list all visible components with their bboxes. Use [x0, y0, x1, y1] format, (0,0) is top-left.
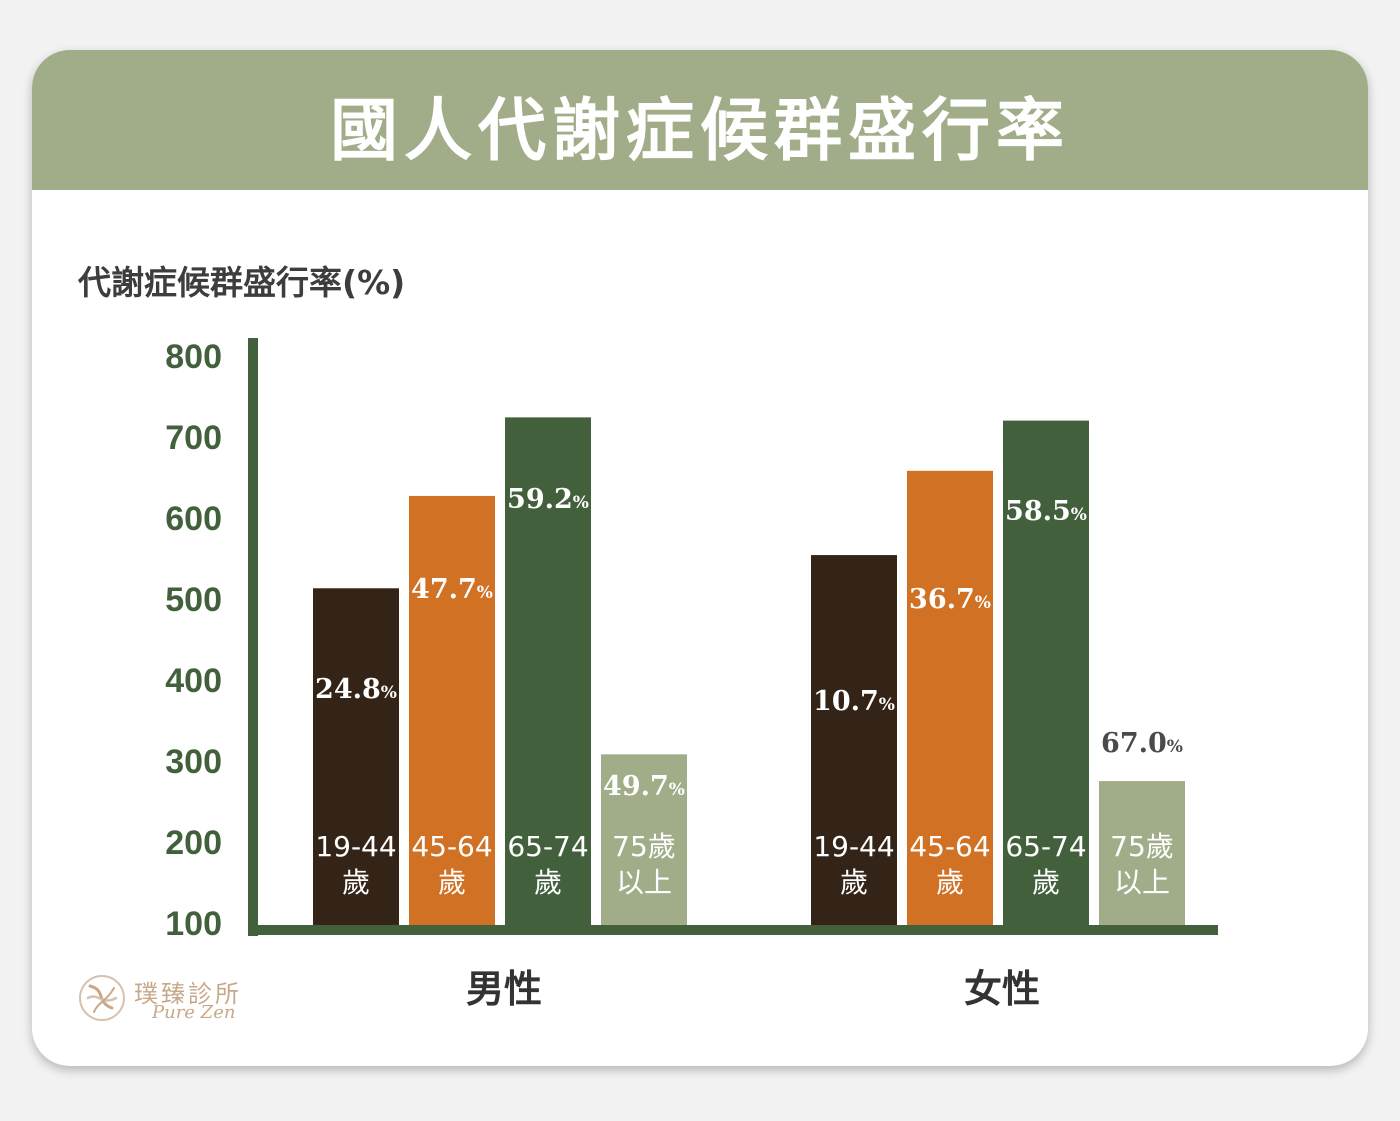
y-axis-title: 代謝症候群盛行率(%)	[78, 263, 406, 302]
bar-series-label: 19-44	[813, 830, 894, 863]
y-tick-label: 600	[165, 500, 222, 538]
y-tick-label: 800	[165, 338, 222, 376]
y-tick-label: 400	[165, 662, 222, 700]
bar	[313, 588, 399, 925]
data-label: 58.5%	[1005, 496, 1087, 527]
bar	[601, 754, 687, 925]
y-tick-label: 300	[165, 743, 222, 781]
bar-series-label: 65-74	[1005, 830, 1086, 863]
bar	[907, 470, 993, 925]
y-axis-line	[248, 338, 258, 936]
data-label: 47.7%	[411, 574, 493, 605]
bar	[505, 417, 591, 925]
data-label: 36.7%	[909, 584, 991, 615]
bar	[1099, 781, 1185, 925]
data-label: 49.7%	[603, 771, 685, 802]
bar	[811, 555, 897, 925]
y-tick-label: 100	[165, 905, 222, 943]
data-label: 24.8%	[315, 674, 397, 705]
bar	[409, 495, 495, 925]
logo-name-en: Pure Zen	[152, 1002, 236, 1023]
pure-zen-logo-icon	[79, 975, 125, 1021]
bar-series-label: 歲	[342, 866, 370, 899]
y-tick-label: 200	[165, 824, 222, 862]
bar-series-label: 以上	[1114, 866, 1170, 899]
bar-series-label: 65-74	[507, 830, 588, 863]
x-category-label: 男性	[466, 967, 542, 1011]
bar-series-label: 歲	[840, 866, 868, 899]
bar-series-label: 以上	[616, 866, 672, 899]
bar-series-label: 歲	[534, 866, 562, 899]
data-label: 10.7%	[813, 686, 895, 717]
bar-series-label: 75歲	[612, 830, 676, 863]
bar-series-label: 45-64	[909, 830, 990, 863]
bar-series-label: 45-64	[411, 830, 492, 863]
y-tick-label: 700	[165, 419, 222, 457]
x-axis-line	[248, 925, 1218, 935]
bar	[1003, 420, 1089, 925]
bar-series-label: 歲	[1032, 866, 1060, 899]
data-label: 67.0%	[1101, 728, 1183, 759]
data-label: 59.2%	[507, 484, 589, 515]
x-category-label: 女性	[964, 967, 1040, 1011]
bar-series-label: 歲	[438, 866, 466, 899]
bar-series-label: 75歲	[1110, 830, 1174, 863]
logo-name-cn: 璞臻診所	[134, 980, 242, 1008]
page-title: 國人代謝症候群盛行率	[329, 90, 1070, 171]
logo: 璞臻診所 Pure Zen	[76, 972, 246, 1024]
y-tick-label: 500	[165, 581, 222, 619]
bar-series-label: 19-44	[315, 830, 396, 863]
header-banner: 國人代謝症候群盛行率	[32, 50, 1368, 190]
bar-series-label: 歲	[936, 866, 964, 899]
